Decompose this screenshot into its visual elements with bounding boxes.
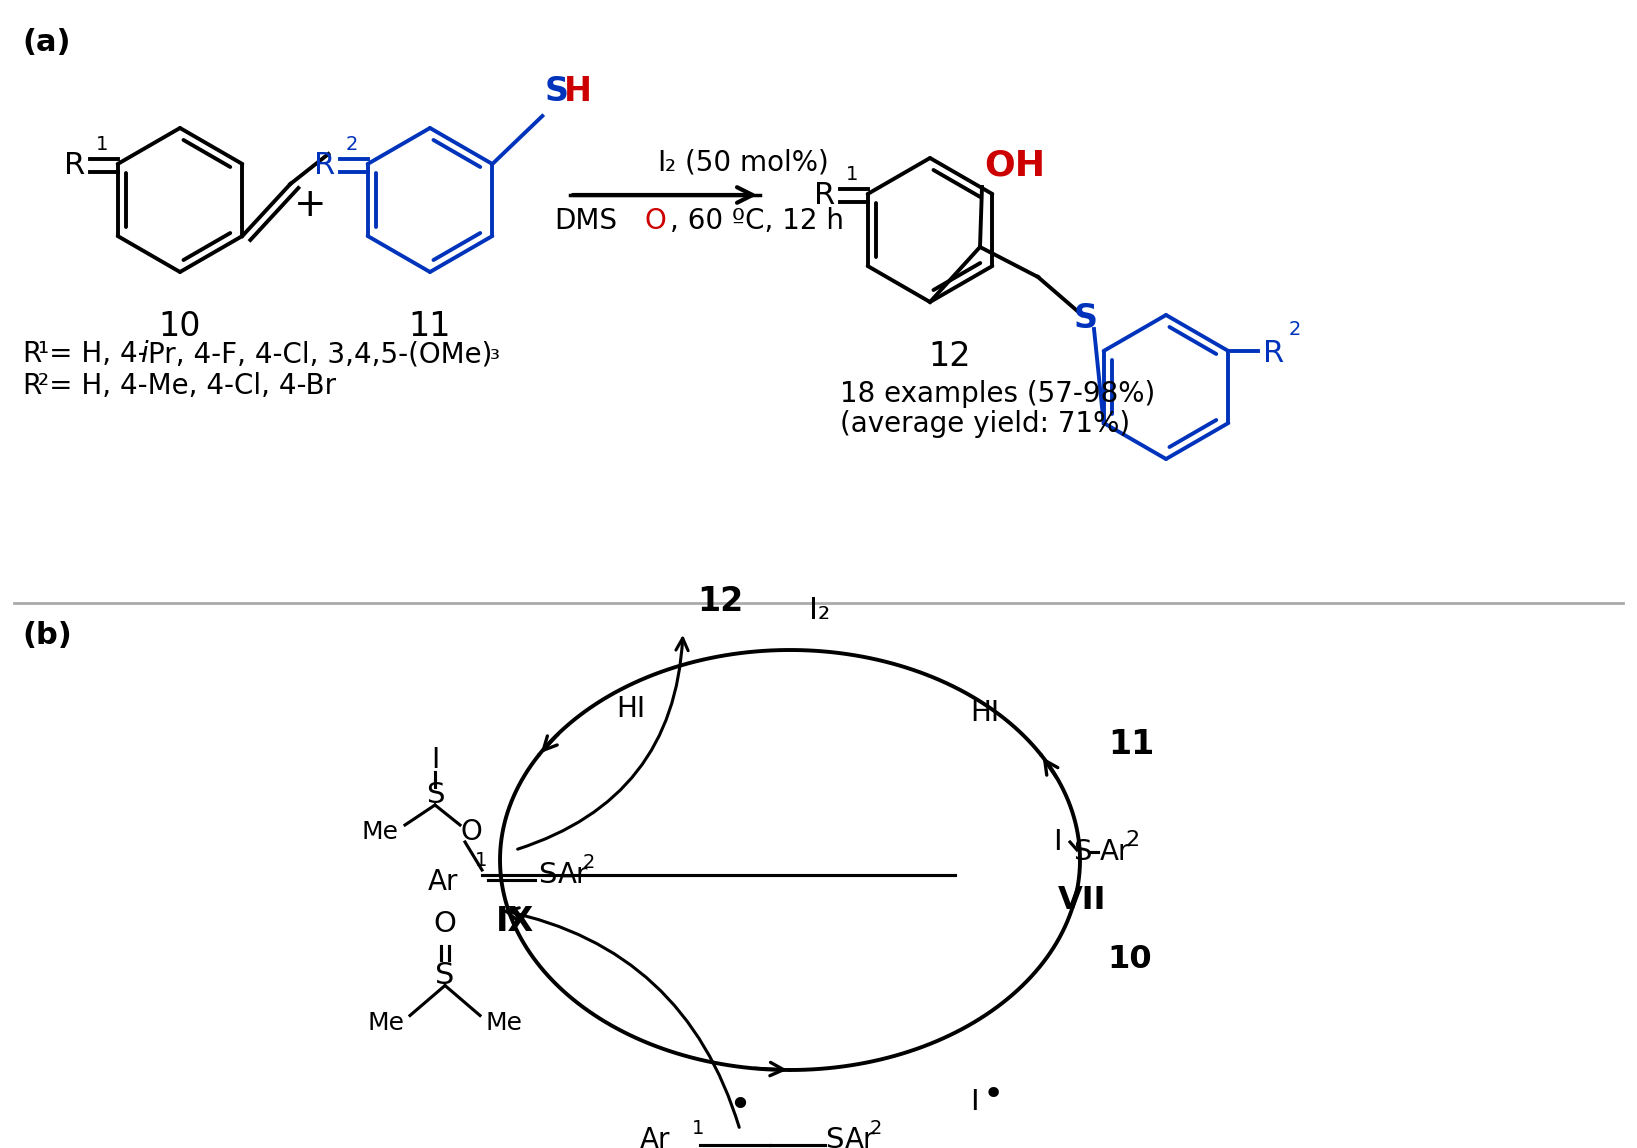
Text: ₃: ₃	[489, 340, 499, 364]
Text: (b): (b)	[21, 621, 72, 650]
Text: 11: 11	[409, 310, 452, 343]
Text: R: R	[314, 152, 336, 180]
Text: Ar: Ar	[845, 1126, 876, 1148]
Text: OH: OH	[984, 148, 1044, 183]
Text: Me: Me	[362, 820, 398, 844]
Text: R: R	[64, 152, 85, 180]
Text: VII: VII	[1058, 885, 1107, 916]
Text: S: S	[539, 861, 557, 889]
Text: 2: 2	[1288, 320, 1301, 339]
Text: , 60 ºC, 12 h: , 60 ºC, 12 h	[670, 207, 845, 235]
Text: R: R	[21, 372, 41, 400]
Text: 11: 11	[1108, 728, 1154, 761]
Text: I: I	[656, 149, 665, 177]
Text: 10: 10	[1107, 945, 1151, 976]
Text: (a): (a)	[21, 28, 70, 57]
Text: ²= H, 4-Me, 4-Cl, 4-Br: ²= H, 4-Me, 4-Cl, 4-Br	[38, 372, 336, 400]
Text: R: R	[814, 181, 835, 210]
Text: S: S	[435, 961, 455, 990]
Text: I₂: I₂	[809, 596, 830, 625]
Text: •: •	[728, 1087, 751, 1125]
Text: 1: 1	[692, 1118, 704, 1138]
Text: Pr, 4-F, 4-Cl, 3,4,5-(OMe): Pr, 4-F, 4-Cl, 3,4,5-(OMe)	[147, 340, 493, 369]
Text: Me: Me	[485, 1011, 522, 1035]
Text: I: I	[969, 1088, 979, 1116]
Text: Me: Me	[368, 1011, 404, 1035]
Text: S: S	[1074, 303, 1098, 335]
Text: I: I	[431, 746, 439, 774]
Text: 1: 1	[475, 851, 488, 870]
Text: 2: 2	[869, 1118, 882, 1138]
Text: 18 examples (57-98%): 18 examples (57-98%)	[840, 380, 1156, 408]
Text: i: i	[141, 340, 147, 369]
Text: 2: 2	[1125, 830, 1139, 850]
Text: Ar: Ar	[1100, 838, 1131, 866]
Text: O: O	[460, 819, 481, 846]
Text: R: R	[1264, 339, 1285, 367]
Text: IX: IX	[496, 905, 534, 938]
Text: Ar: Ar	[640, 1126, 670, 1148]
Text: •: •	[982, 1078, 1003, 1112]
Text: O: O	[434, 909, 457, 938]
Text: 1: 1	[846, 165, 858, 184]
Text: S: S	[426, 781, 444, 809]
Text: 12: 12	[928, 340, 971, 373]
Text: 2: 2	[345, 135, 359, 154]
Text: 12: 12	[697, 585, 743, 618]
Text: Ar: Ar	[558, 861, 588, 889]
Text: DMS: DMS	[553, 207, 617, 235]
Text: S: S	[825, 1126, 843, 1148]
Text: H: H	[565, 75, 593, 108]
Text: HI: HI	[616, 695, 645, 723]
Text: 10: 10	[159, 310, 201, 343]
Text: S: S	[1072, 838, 1092, 866]
Text: HI: HI	[969, 699, 999, 727]
Text: 1: 1	[95, 135, 108, 154]
Text: ¹= H, 4-: ¹= H, 4-	[38, 340, 147, 369]
Text: 2: 2	[583, 853, 596, 871]
Text: S: S	[545, 75, 568, 108]
Text: Ar: Ar	[427, 868, 458, 895]
Text: I: I	[1053, 828, 1062, 856]
Text: R: R	[21, 340, 41, 369]
Text: +: +	[293, 186, 326, 224]
Text: ₂ (50 mol%): ₂ (50 mol%)	[665, 149, 828, 177]
Text: (average yield: 71%): (average yield: 71%)	[840, 410, 1130, 439]
Text: O: O	[643, 207, 666, 235]
